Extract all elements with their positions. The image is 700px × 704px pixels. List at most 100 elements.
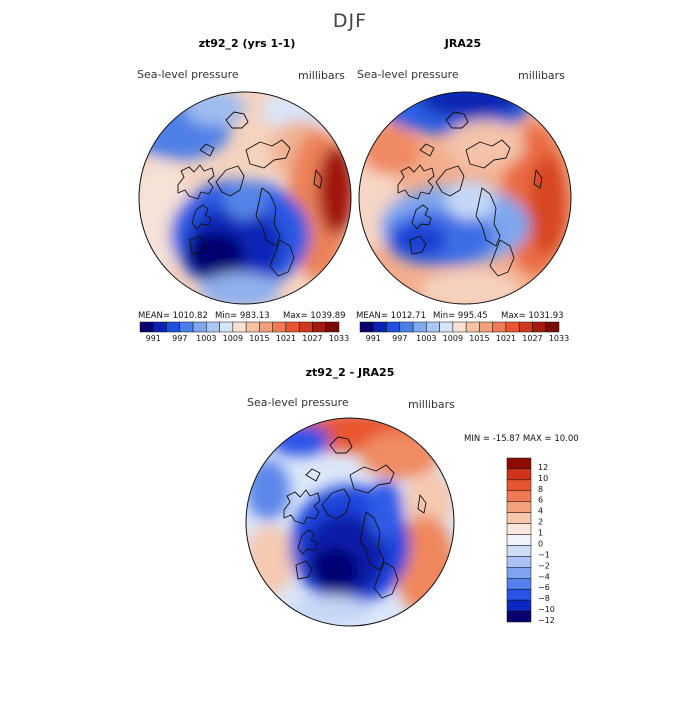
panel-reanalysis-colorbar-tick-label: 1009: [443, 334, 463, 343]
panel-difference-map: [246, 418, 454, 626]
panel-difference-colorbar-swatch: [506, 545, 532, 557]
panel-reanalysis-max: Max= 1031.93: [501, 311, 564, 321]
panel-difference-colorbar-swatch: [506, 588, 532, 601]
panel-difference-colorbar-swatch: [506, 457, 532, 470]
panel-difference-variable: Sea-level pressure: [247, 396, 349, 409]
panel-difference-minmax: MIN = -15.87 MAX = 10.00: [464, 434, 579, 444]
panel-reanalysis-colorbar-swatch: [532, 321, 546, 333]
panel-model-max: Max= 1039.89: [283, 311, 346, 321]
panel-reanalysis-map: [359, 92, 571, 304]
panel-reanalysis-mean: MEAN= 1012.71: [356, 311, 426, 321]
panel-reanalysis-colorbar-tick-label: 1003: [416, 334, 436, 343]
panel-difference-colorbar-swatch: [506, 523, 532, 535]
panel-reanalysis-colorbar-swatch: [439, 321, 454, 333]
panel-model-mean: MEAN= 1010.82: [138, 311, 208, 321]
panel-difference-title: zt92_2 - JRA25: [306, 366, 395, 379]
panel-reanalysis-colorbar-swatch: [452, 321, 467, 333]
panel-reanalysis-colorbar-swatch: [479, 321, 493, 333]
panel-model-colorbar-swatch: [312, 321, 326, 333]
panel-difference-colorbar-swatch: [506, 468, 532, 481]
panel-reanalysis-colorbar-swatch: [412, 321, 427, 333]
panel-reanalysis-colorbar-swatch: [518, 321, 533, 333]
panel-model-colorbar-swatch: [219, 321, 234, 333]
panel-model-colorbar-swatch: [245, 321, 260, 333]
panel-reanalysis-title: JRA25: [444, 37, 481, 50]
panel-model-colorbar-swatch: [179, 321, 194, 333]
panel-reanalysis-colorbar-swatch: [359, 321, 374, 333]
panel-difference-colorbar-swatch: [506, 479, 532, 492]
panel-reanalysis-map-border: [358, 91, 572, 305]
panel-reanalysis: JRA25 Sea-level pressure millibars: [356, 37, 572, 343]
panel-difference-colorbar-tick-label: 1: [538, 529, 543, 538]
panel-model-colorbar-swatch: [298, 321, 313, 333]
panel-model-colorbar-tick-label: 1009: [223, 334, 243, 343]
panel-difference-colorbar-swatch: [506, 578, 532, 590]
panel-reanalysis-colorbar-tick-label: 1033: [549, 334, 569, 343]
panel-difference-map-border: [245, 417, 455, 627]
panel-reanalysis-colorbar-tick-label: 997: [392, 334, 407, 343]
panel-difference-colorbar-swatch: [506, 534, 532, 546]
panel-model-colorbar-swatch: [272, 321, 287, 333]
panel-model-colorbar-swatch: [206, 321, 220, 333]
panel-reanalysis-units: millibars: [518, 69, 565, 82]
panel-reanalysis-colorbar-swatch: [399, 321, 414, 333]
panel-difference-units: millibars: [408, 398, 455, 411]
panel-model-colorbar-swatch: [166, 321, 181, 333]
panel-difference-colorbar-swatch: [506, 567, 532, 579]
panel-difference-colorbar-tick-label: −6: [538, 583, 550, 592]
panel-difference-colorbar-tick-label: −8: [538, 594, 550, 603]
panel-model-colorbar-tick-label: 991: [146, 334, 161, 343]
panel-model-colorbar-tick-label: 997: [172, 334, 187, 343]
panel-difference-colorbar-swatch: [506, 599, 532, 612]
panel-model-colorbar-tick-label: 1021: [276, 334, 296, 343]
panel-model-colorbar-tick-label: 1015: [249, 334, 269, 343]
panel-model-map-border: [138, 91, 352, 305]
panel-difference: zt92_2 - JRA25 Sea-level pressure millib…: [245, 366, 579, 627]
panel-model: zt92_2 (yrs 1-1) Sea-level pressure mill…: [137, 37, 352, 343]
panel-model-map: [139, 92, 351, 304]
panel-reanalysis-colorbar: 991 997 1003 1009 1015 1021 1027 1033: [359, 321, 569, 343]
panel-difference-colorbar-tick-label: 12: [538, 463, 548, 472]
panel-model-variable: Sea-level pressure: [137, 68, 239, 81]
panel-model-colorbar-swatch: [232, 321, 247, 333]
panel-model-colorbar-swatch: [139, 321, 154, 333]
panel-reanalysis-colorbar-tick-label: 991: [366, 334, 381, 343]
panel-reanalysis-colorbar-swatch: [386, 321, 401, 333]
panel-difference-colorbar-swatch: [506, 501, 532, 513]
panel-model-colorbar-swatch: [192, 321, 207, 333]
page-title: DJF: [333, 10, 367, 32]
panel-difference-colorbar-tick-label: 6: [538, 496, 543, 505]
panel-model-colorbar-swatch: [153, 321, 167, 333]
panel-difference-colorbar-tick-label: 4: [538, 507, 543, 516]
panel-difference-colorbar-tick-label: −1: [538, 550, 550, 559]
panel-model-colorbar-tick-label: 1033: [329, 334, 349, 343]
panel-reanalysis-colorbar-tick-label: 1015: [469, 334, 489, 343]
panel-model-colorbar: 991 997 1003 1009 1015 1021 1027 1033: [139, 321, 349, 343]
panel-difference-colorbar-swatch: [506, 610, 532, 623]
panel-reanalysis-colorbar-swatch: [505, 321, 520, 333]
panel-model-colorbar-swatch: [325, 321, 340, 333]
panel-model-units: millibars: [298, 69, 345, 82]
panel-difference-colorbar-tick-label: 2: [538, 518, 543, 527]
panel-reanalysis-colorbar-swatch: [465, 321, 480, 333]
panel-model-colorbar-swatch: [285, 321, 300, 333]
panel-reanalysis-colorbar-swatch: [545, 321, 560, 333]
panel-reanalysis-colorbar-swatch: [492, 321, 507, 333]
panel-model-title: zt92_2 (yrs 1-1): [199, 37, 296, 50]
panel-model-min: Min= 983.13: [215, 311, 270, 321]
panel-reanalysis-colorbar-swatch: [426, 321, 440, 333]
panel-reanalysis-colorbar-tick-label: 1027: [522, 334, 542, 343]
panel-difference-colorbar-tick-label: 8: [538, 485, 543, 494]
panel-difference-colorbar-tick-label: 0: [538, 539, 543, 548]
panel-difference-colorbar-tick-label: −2: [538, 561, 550, 570]
panel-difference-colorbar-swatch: [506, 556, 532, 568]
panel-difference-colorbar-swatch: [506, 512, 532, 524]
panel-difference-colorbar-tick-label: 10: [538, 474, 548, 483]
panel-reanalysis-colorbar-swatch: [373, 321, 387, 333]
panel-difference-colorbar-tick-label: −4: [538, 572, 550, 581]
panel-reanalysis-variable: Sea-level pressure: [357, 68, 459, 81]
panel-model-colorbar-tick-label: 1027: [302, 334, 322, 343]
panel-difference-colorbar: 12 10 8 6 4 2 10 −1 −2 −4 −6 −8 −10 −12: [506, 457, 555, 625]
panel-difference-colorbar-tick-label: −10: [538, 605, 555, 614]
